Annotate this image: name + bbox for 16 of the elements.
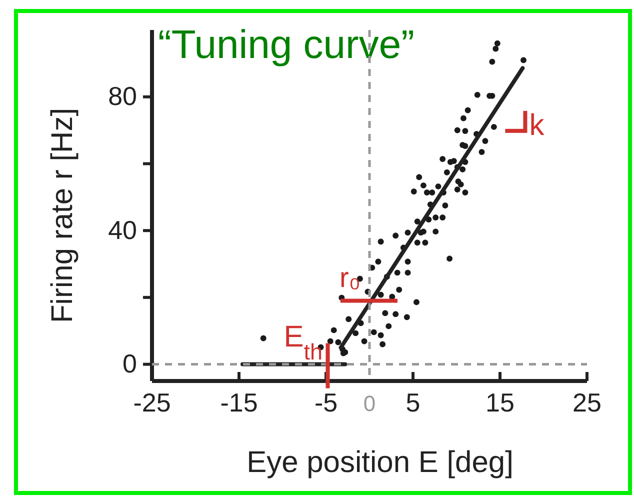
annotation: E$_{th}$ [284,320,323,364]
annotation: r₀ [340,262,360,293]
x-tick-label: 25 [572,387,602,418]
y-axis-title: Firing rate r [Hz] [46,108,79,324]
chart-title: “Tuning curve” [158,23,414,67]
x-axis-title: Eye position E [deg] [246,446,514,479]
x-tick-label: -5 [314,387,338,418]
ref-line-label: 0 [363,391,376,416]
x-tick-label: 15 [486,387,514,418]
y-tick-label: 40 [108,214,137,245]
y-tick-label: 0 [122,348,137,379]
x-tick-label: 5 [406,387,420,418]
x-tick-label: -15 [220,387,258,418]
annotation: k [529,108,546,142]
x-tick-label: -25 [133,387,171,418]
y-tick-label: 80 [108,81,137,112]
